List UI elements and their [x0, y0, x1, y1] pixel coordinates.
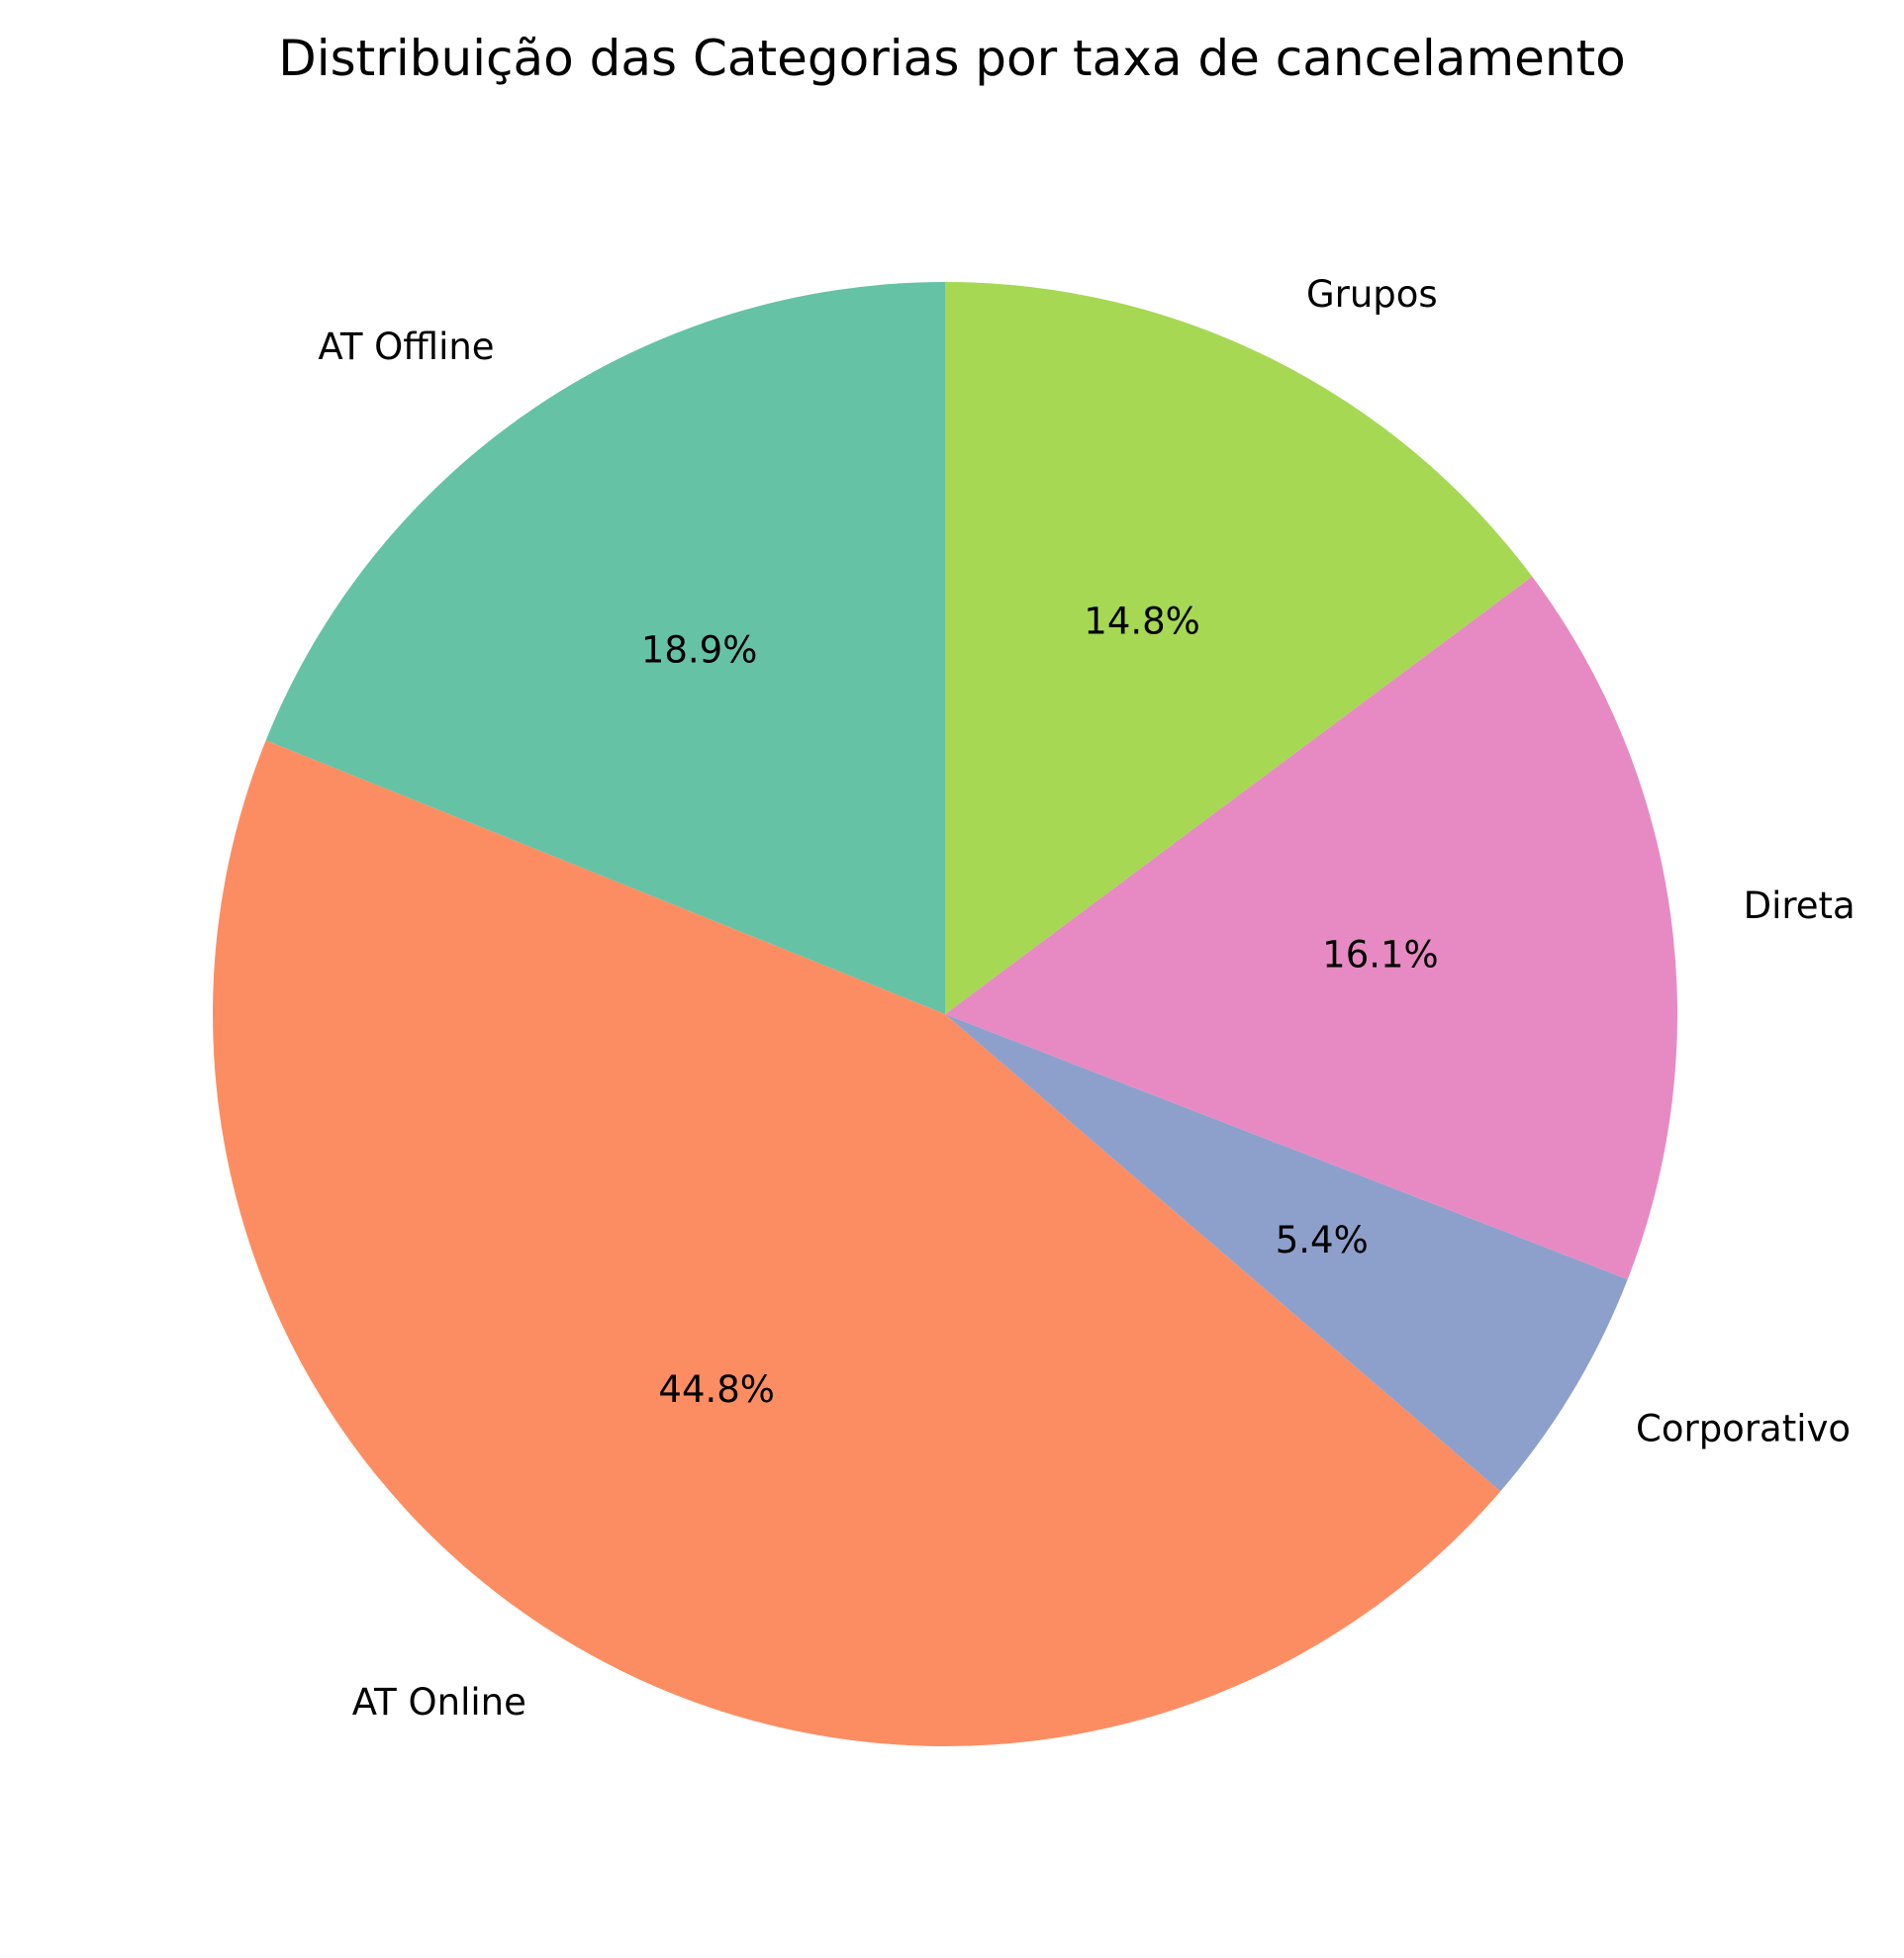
pie-category-label: AT Online	[352, 1681, 526, 1724]
pie-category-label: Direta	[1744, 885, 1856, 927]
chart-title: Distribuição das Categorias por taxa de …	[278, 30, 1626, 87]
pie-slice-direta	[945, 576, 1677, 1280]
pie-category-label: Grupos	[1306, 273, 1438, 316]
pie-slice-at-offline	[265, 282, 946, 1014]
pie-slice-at-online	[212, 740, 1501, 1747]
pie-pct-label: 16.1%	[1322, 934, 1439, 977]
pie-labels: 18.9% AT Offline 44.8% AT Online 5.4% Corpora…	[318, 273, 1855, 1724]
pie-pct-label: 18.9%	[641, 628, 758, 671]
pie-pct-label: 44.8%	[658, 1368, 775, 1411]
pie-category-label: AT Offline	[318, 326, 494, 368]
pie-slices	[212, 282, 1677, 1747]
pie-pct-label: 14.8%	[1084, 601, 1200, 643]
pie-pct-label: 5.4%	[1276, 1219, 1369, 1261]
pie-category-label: Corporativo	[1636, 1407, 1851, 1449]
pie-slice-corporativo	[945, 1014, 1628, 1492]
pie-slice-grupos	[945, 282, 1533, 1014]
